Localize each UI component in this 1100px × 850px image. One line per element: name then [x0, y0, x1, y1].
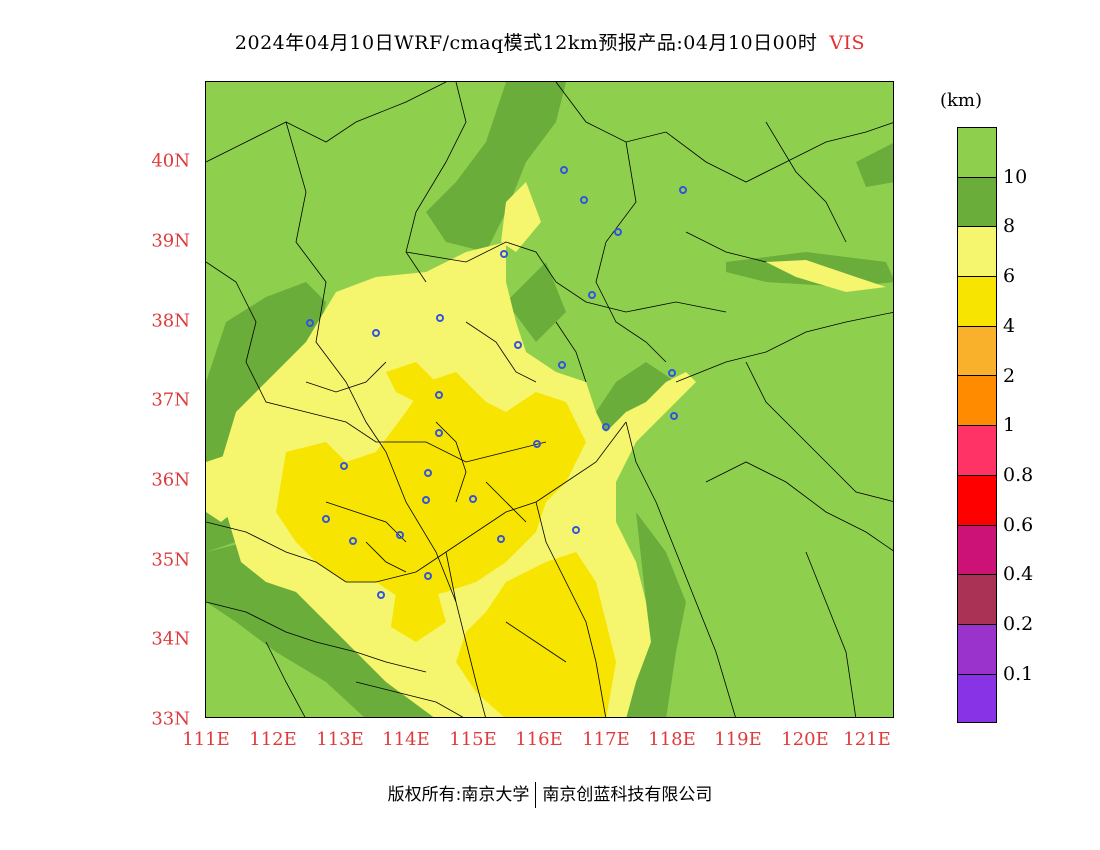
legend-swatch: [957, 375, 997, 426]
legend-swatch: [957, 226, 997, 277]
legend-label: 10: [1003, 165, 1028, 188]
legend-label: 1: [1003, 414, 1016, 437]
lat-label-36n: 36N: [151, 469, 190, 491]
lon-label-119e: 119E: [714, 729, 762, 750]
lat-label-37n: 37N: [151, 389, 190, 411]
legend-swatch: [957, 276, 997, 326]
legend-label: 0.8: [1003, 463, 1034, 486]
lat-label-38n: 38N: [151, 310, 190, 332]
legend-label: 8: [1003, 215, 1016, 238]
legend-swatch: [957, 176, 997, 227]
legend-swatch: [957, 574, 997, 624]
map-title: 2024年04月10日WRF/cmaq模式12km预报产品:04月10日00时 V…: [0, 28, 1100, 55]
lon-label-111e: 111E: [182, 729, 230, 750]
legend-label: 0.6: [1003, 513, 1034, 536]
legend-label: 0.2: [1003, 613, 1034, 635]
lat-label-33n: 33N: [151, 708, 190, 730]
legend-swatch: [957, 127, 997, 177]
lon-label-112e: 112E: [249, 729, 297, 750]
lon-label-118e: 118E: [648, 729, 696, 750]
title-text: 2024年04月10日WRF/cmaq模式12km预报产品:04月10日00时: [234, 32, 818, 54]
lon-label-115e: 115E: [449, 729, 497, 750]
legend-swatch: [957, 673, 997, 724]
color-legend: [957, 127, 997, 724]
legend-swatch: [957, 425, 997, 475]
map-canvas: [206, 82, 893, 717]
lon-label-121e: 121E: [843, 729, 891, 750]
city-markers: [306, 166, 687, 599]
visibility-map: [205, 81, 894, 718]
legend-unit: (km): [940, 90, 983, 111]
footer-separator: [535, 782, 537, 808]
lon-label-114e: 114E: [382, 729, 430, 750]
legend-swatch: [957, 524, 997, 575]
lon-label-120e: 120E: [781, 729, 829, 750]
legend-swatch: [957, 474, 997, 525]
variable-label: VIS: [829, 32, 866, 54]
province-boundaries: [206, 82, 893, 717]
legend-swatch: [957, 325, 997, 376]
lon-label-113e: 113E: [316, 729, 364, 750]
lon-label-116e: 116E: [515, 729, 563, 750]
copyright-left: 版权所有:南京大学: [387, 785, 530, 805]
legend-label: 2: [1003, 364, 1016, 387]
legend-label: 0.4: [1003, 563, 1034, 586]
lat-label-39n: 39N: [151, 230, 190, 252]
legend-label: 4: [1003, 314, 1016, 337]
legend-label: 0.1: [1003, 662, 1034, 685]
lat-label-35n: 35N: [151, 549, 190, 571]
legend-label: 6: [1003, 265, 1016, 288]
copyright-footer: 版权所有:南京大学 南京创蓝科技有限公司: [0, 780, 1100, 808]
copyright-right: 南京创蓝科技有限公司: [542, 785, 713, 805]
legend-swatch: [957, 623, 997, 674]
lat-label-34n: 34N: [151, 628, 190, 650]
lat-label-40n: 40N: [151, 150, 190, 172]
lon-label-117e: 117E: [582, 729, 630, 750]
